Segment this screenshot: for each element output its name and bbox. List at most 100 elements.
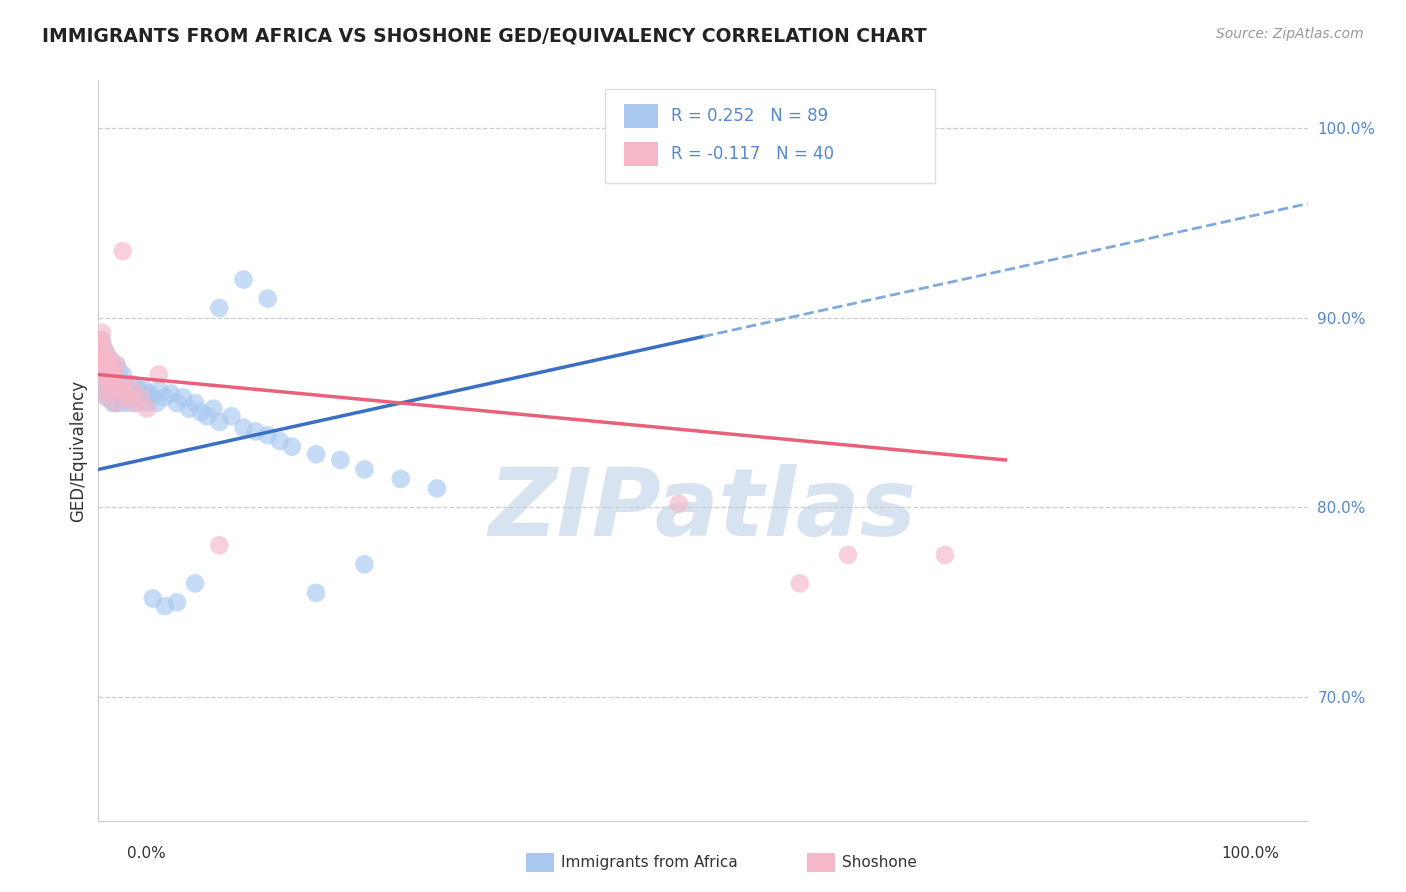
Point [91,368,114,382]
Point [108,390,131,404]
Point [353,462,375,476]
Point [101,371,124,385]
Point [135,396,157,410]
Point [91,352,114,367]
Point [105,358,128,372]
Point [91,334,114,348]
Point [98,352,121,367]
Point [110,396,132,410]
Point [118,383,141,397]
Text: IMMIGRANTS FROM AFRICA VS SHOSHONE GED/EQUIVALENCY CORRELATION CHART: IMMIGRANTS FROM AFRICA VS SHOSHONE GED/E… [42,27,927,45]
Text: Immigrants from Africa: Immigrants from Africa [561,855,738,870]
Point [190,405,212,419]
Point [90,358,112,372]
Point [101,377,124,392]
Point [166,396,188,410]
Point [269,434,291,448]
Point [114,377,136,392]
Point [117,383,139,397]
Point [100,352,122,367]
Point [305,447,328,461]
Point [389,472,412,486]
Point [111,368,134,382]
Point [91,383,114,397]
Point [127,383,149,397]
Point [329,453,352,467]
Point [111,244,134,259]
Point [93,358,115,372]
Point [105,383,128,397]
Point [103,368,125,382]
Text: Source: ZipAtlas.com: Source: ZipAtlas.com [1216,27,1364,41]
Point [96,390,118,404]
Point [245,425,267,439]
Point [232,272,254,286]
Point [111,383,134,397]
Point [281,440,304,454]
Point [184,396,207,410]
Point [93,344,115,359]
Point [172,390,194,404]
Point [97,364,120,378]
Point [837,548,859,562]
Point [934,548,956,562]
Point [104,371,127,385]
Point [202,401,225,416]
Point [93,371,115,385]
Point [166,595,188,609]
Point [93,358,115,372]
Point [94,368,117,382]
Point [208,538,231,552]
Point [426,482,449,496]
Point [668,497,690,511]
Point [111,383,134,397]
Point [112,390,135,404]
Point [195,409,218,424]
Point [104,396,127,410]
Point [120,390,142,404]
Text: ZIPatlas: ZIPatlas [489,464,917,556]
Point [111,377,134,392]
Point [96,352,118,367]
Point [179,401,201,416]
Point [94,368,117,382]
Point [115,390,138,404]
Point [142,591,165,606]
Point [124,396,146,410]
Point [256,428,278,442]
Text: Shoshone: Shoshone [842,855,917,870]
Point [96,390,118,404]
Point [142,390,165,404]
Point [353,558,375,572]
Point [100,358,122,372]
Text: R = 0.252   N = 89: R = 0.252 N = 89 [671,107,828,125]
Point [94,352,117,367]
Point [97,364,120,378]
Point [153,390,176,404]
Point [118,396,141,410]
Point [148,383,170,397]
Point [91,364,114,378]
Point [118,390,141,404]
Point [89,352,111,367]
Point [100,368,122,382]
Point [124,386,146,401]
Point [145,396,167,410]
Point [305,586,328,600]
Point [100,390,122,404]
Point [208,301,231,315]
Point [108,383,131,397]
Text: 100.0%: 100.0% [1222,846,1279,861]
Y-axis label: GED/Equivalency: GED/Equivalency [69,379,87,522]
Point [100,364,122,378]
Point [105,358,128,372]
Point [108,377,131,392]
Point [107,390,129,404]
Point [134,383,156,397]
Point [138,386,160,401]
Point [101,396,124,410]
Point [91,377,114,392]
Point [121,383,143,397]
Point [91,364,114,378]
Point [94,386,117,401]
